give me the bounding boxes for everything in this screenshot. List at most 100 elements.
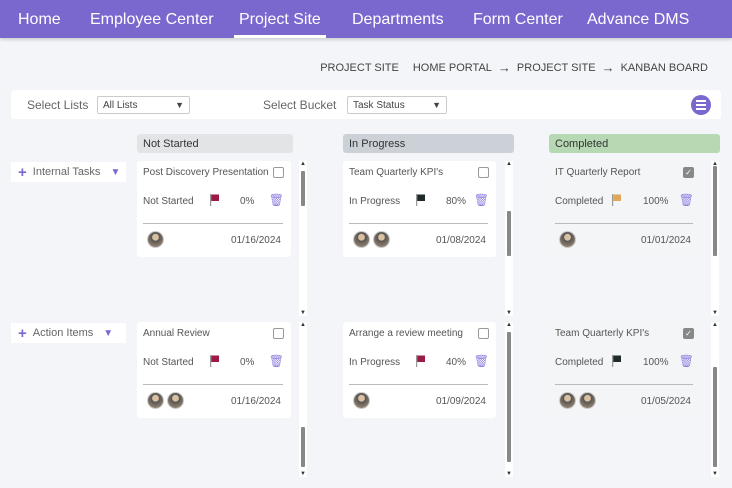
divider bbox=[349, 223, 488, 224]
column-header: In Progress bbox=[343, 134, 514, 153]
nav-item[interactable]: Employee Center bbox=[90, 11, 214, 28]
task-status: In Progress bbox=[349, 196, 401, 207]
trash-icon[interactable]: 🗑 bbox=[268, 354, 284, 368]
top-nav: Home Employee Center Project Site Departmen… bbox=[0, 0, 732, 38]
column-scrollbar[interactable]: ▲ ▼ bbox=[299, 161, 307, 316]
nav-item[interactable]: Home bbox=[18, 11, 61, 28]
select-lists-dropdown[interactable]: All Lists ▼ bbox=[97, 96, 190, 114]
divider bbox=[143, 223, 283, 224]
task-checkbox[interactable] bbox=[478, 328, 489, 339]
task-percent: 0% bbox=[240, 196, 255, 207]
task-card[interactable]: Arrange a review meeting In Progress 40%… bbox=[343, 322, 496, 418]
breadcrumb: PROJECT SITE HOME PORTAL → PROJECT SITE … bbox=[320, 60, 708, 75]
breadcrumb-link[interactable]: PROJECT SITE bbox=[516, 61, 596, 74]
plus-icon[interactable]: + bbox=[18, 324, 27, 342]
task-status: Not Started bbox=[143, 357, 194, 368]
task-checkbox[interactable] bbox=[478, 167, 489, 178]
trash-icon[interactable]: 🗑 bbox=[473, 193, 489, 207]
avatar bbox=[147, 392, 164, 409]
task-percent: 0% bbox=[240, 357, 255, 368]
task-checkbox[interactable]: ✓ bbox=[683, 167, 694, 178]
select-lists-value: All Lists bbox=[103, 100, 138, 111]
select-bucket-dropdown[interactable]: Task Status ▼ bbox=[347, 96, 447, 114]
task-card[interactable]: Team Quarterly KPI's ✓ Completed 100% 🗑 … bbox=[549, 322, 701, 418]
task-title: Team Quarterly KPI's bbox=[349, 167, 444, 178]
avatar bbox=[147, 231, 164, 248]
caret-down-icon[interactable]: ▼ bbox=[110, 166, 121, 178]
task-status: In Progress bbox=[349, 357, 401, 368]
assignees bbox=[353, 392, 370, 409]
plus-icon[interactable]: + bbox=[18, 163, 27, 181]
avatar bbox=[559, 231, 576, 248]
column-scrollbar[interactable]: ▲ ▼ bbox=[711, 161, 719, 316]
select-bucket-value: Task Status bbox=[353, 100, 405, 111]
select-bucket-label: Select Bucket bbox=[263, 98, 337, 112]
task-title: IT Quarterly Report bbox=[555, 167, 641, 178]
task-status: Not Started bbox=[143, 196, 194, 207]
task-checkbox[interactable]: ✓ bbox=[683, 328, 694, 339]
assignees bbox=[559, 231, 576, 248]
caret-down-icon[interactable]: ▼ bbox=[103, 327, 114, 339]
row-label-text: Internal Tasks bbox=[32, 166, 101, 178]
nav-item[interactable]: Departments bbox=[352, 11, 444, 28]
task-checkbox[interactable] bbox=[273, 167, 284, 178]
task-card[interactable]: Annual Review Not Started 0% 🗑 01/16/202… bbox=[137, 322, 291, 418]
row-label[interactable]: + Internal Tasks ▼ bbox=[11, 162, 126, 182]
task-card[interactable]: Team Quarterly KPI's In Progress 80% 🗑 0… bbox=[343, 161, 496, 257]
flag-icon bbox=[210, 194, 219, 206]
divider bbox=[555, 223, 693, 224]
trash-icon[interactable]: 🗑 bbox=[678, 193, 694, 207]
nav-item[interactable]: Advance DMS bbox=[587, 11, 690, 28]
caret-down-icon: ▼ bbox=[175, 100, 184, 110]
nav-item[interactable]: Form Center bbox=[473, 11, 563, 28]
arrow-right-icon: → bbox=[601, 60, 615, 75]
hamburger-icon[interactable] bbox=[691, 95, 711, 115]
column-header: Not Started bbox=[137, 134, 293, 153]
column-scrollbar[interactable]: ▲ ▼ bbox=[299, 322, 307, 477]
task-date: 01/05/2024 bbox=[640, 396, 691, 407]
task-checkbox[interactable] bbox=[273, 328, 284, 339]
task-title: Team Quarterly KPI's bbox=[555, 328, 650, 339]
nav-item[interactable]: Project Site bbox=[234, 0, 326, 38]
filter-bar: Select Lists All Lists ▼ Select Bucket Ta… bbox=[11, 90, 721, 119]
avatar bbox=[353, 231, 370, 248]
task-date: 01/16/2024 bbox=[230, 235, 281, 246]
task-card[interactable]: IT Quarterly Report ✓ Completed 100% 🗑 0… bbox=[549, 161, 701, 257]
row-label-text: Action Items bbox=[32, 327, 94, 339]
avatar bbox=[167, 392, 184, 409]
assignees bbox=[147, 231, 164, 248]
divider bbox=[555, 384, 693, 385]
assignees bbox=[559, 392, 596, 409]
task-date: 01/01/2024 bbox=[640, 235, 691, 246]
arrow-right-icon: → bbox=[497, 60, 511, 75]
avatar bbox=[579, 392, 596, 409]
flag-icon bbox=[210, 355, 219, 367]
trash-icon[interactable]: 🗑 bbox=[473, 354, 489, 368]
task-date: 01/08/2024 bbox=[435, 235, 486, 246]
column-scrollbar[interactable]: ▲ ▼ bbox=[505, 322, 513, 477]
assignees bbox=[147, 392, 184, 409]
trash-icon[interactable]: 🗑 bbox=[268, 193, 284, 207]
divider bbox=[143, 384, 283, 385]
trash-icon[interactable]: 🗑 bbox=[678, 354, 694, 368]
row-label[interactable]: + Action Items ▼ bbox=[11, 323, 126, 343]
flag-icon bbox=[612, 194, 621, 206]
task-date: 01/16/2024 bbox=[230, 396, 281, 407]
task-percent: 100% bbox=[643, 357, 669, 368]
caret-down-icon: ▼ bbox=[432, 100, 441, 110]
task-card[interactable]: Post Discovery Presentation Not Started … bbox=[137, 161, 291, 257]
task-title: Annual Review bbox=[143, 328, 210, 339]
task-status: Completed bbox=[555, 196, 604, 207]
breadcrumb-link[interactable]: HOME PORTAL bbox=[412, 61, 492, 74]
select-lists-label: Select Lists bbox=[27, 98, 89, 112]
task-date: 01/09/2024 bbox=[435, 396, 486, 407]
avatar bbox=[559, 392, 576, 409]
assignees bbox=[353, 231, 390, 248]
task-percent: 100% bbox=[643, 196, 669, 207]
task-percent: 80% bbox=[446, 196, 467, 207]
task-title: Arrange a review meeting bbox=[349, 328, 463, 339]
avatar bbox=[373, 231, 390, 248]
column-scrollbar[interactable]: ▲ ▼ bbox=[711, 322, 719, 477]
column-scrollbar[interactable]: ▲ ▼ bbox=[505, 161, 513, 316]
avatar bbox=[353, 392, 370, 409]
